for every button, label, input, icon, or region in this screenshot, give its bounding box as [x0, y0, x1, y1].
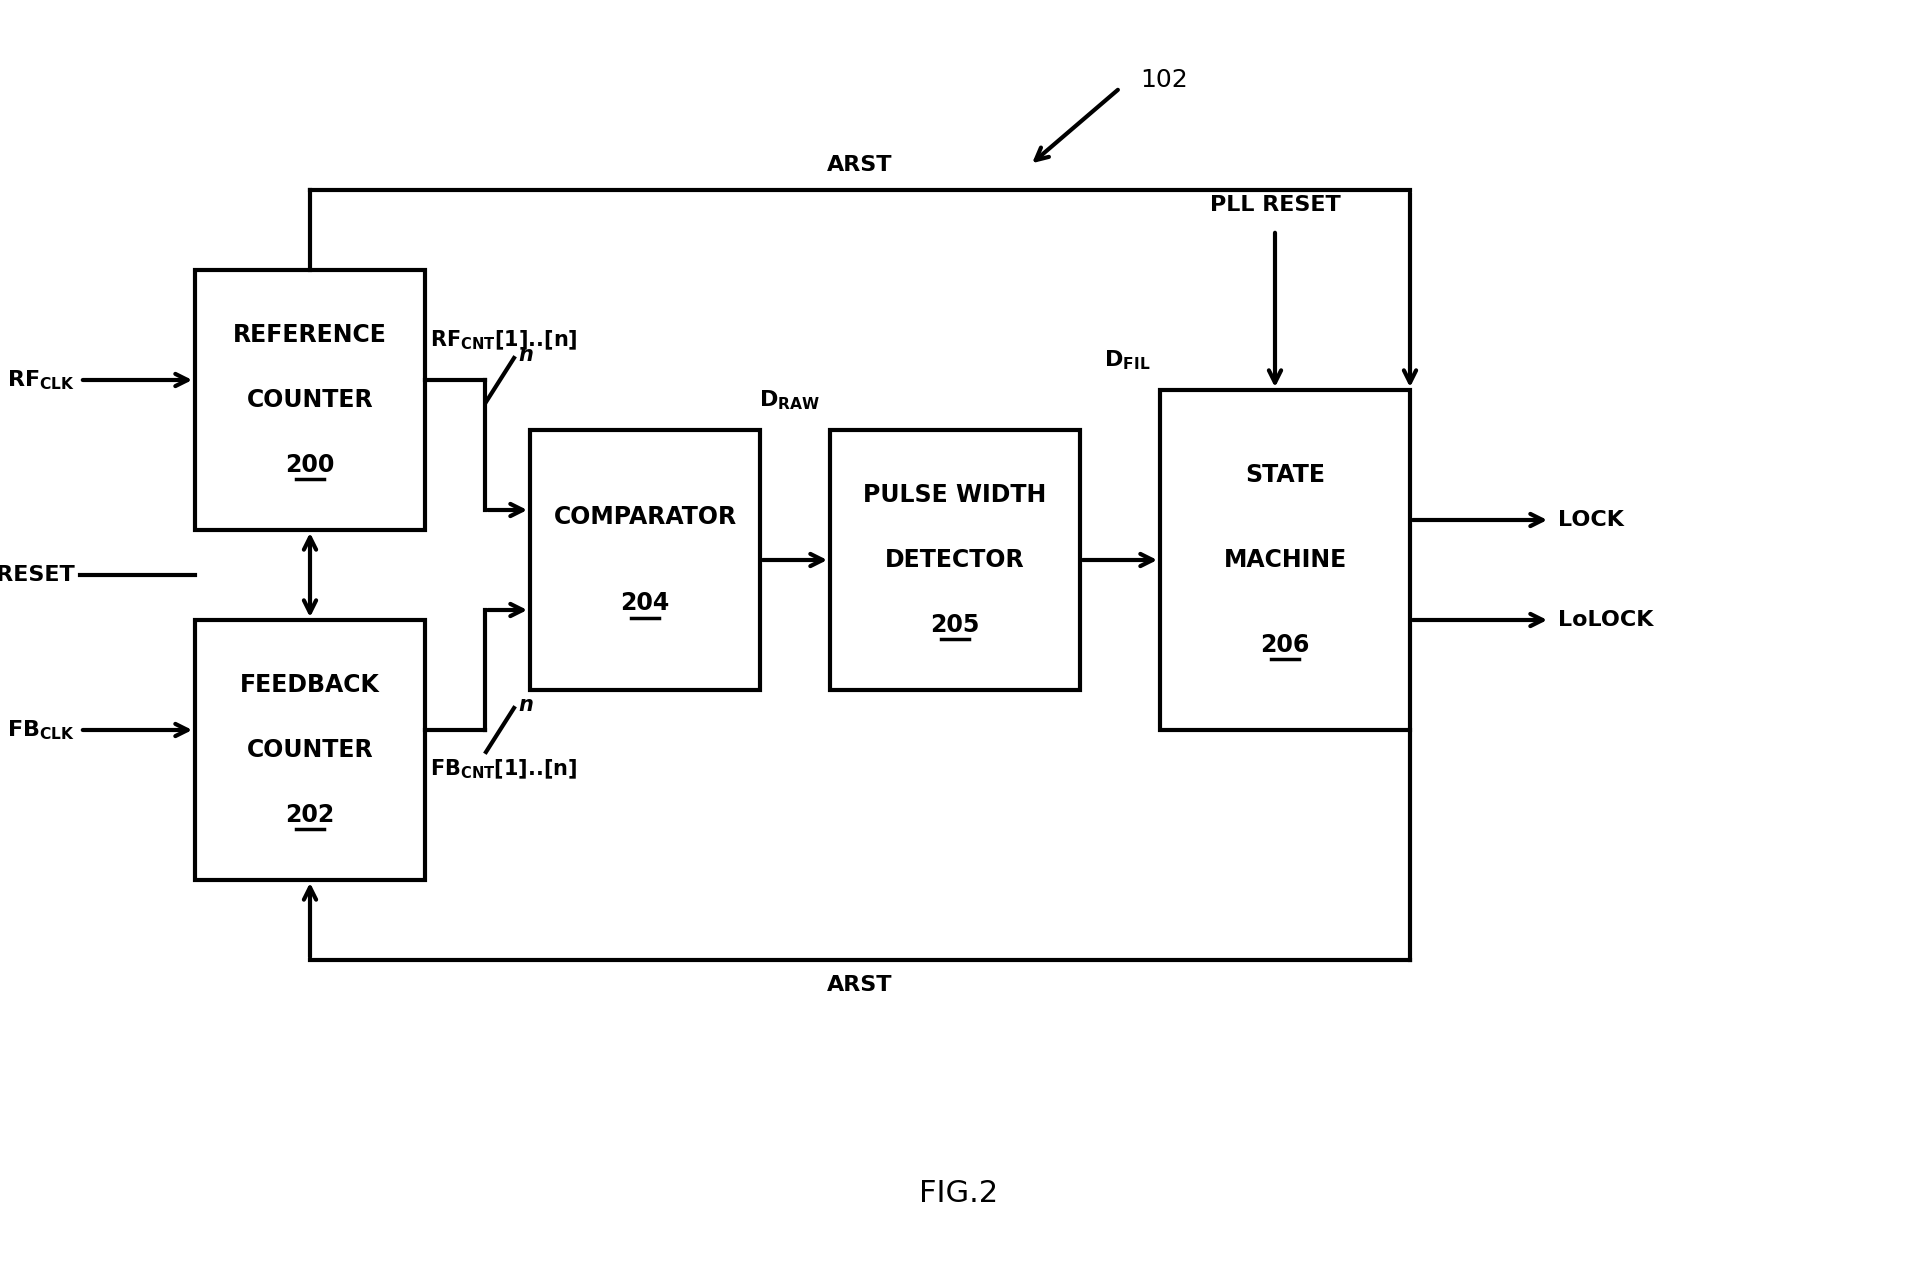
Text: COUNTER: COUNTER	[247, 738, 374, 762]
Text: 102: 102	[1139, 68, 1187, 92]
Bar	[196, 269, 426, 530]
Text: COMPARATOR: COMPARATOR	[554, 504, 737, 529]
Text: PLL RESET: PLL RESET	[0, 565, 75, 585]
Text: REFERENCE: REFERENCE	[234, 323, 387, 346]
Text: LoLOCK: LoLOCK	[1557, 609, 1653, 630]
Text: MACHINE: MACHINE	[1224, 548, 1346, 572]
Bar	[1160, 390, 1410, 730]
Text: 202: 202	[286, 803, 334, 828]
Text: COUNTER: COUNTER	[247, 387, 374, 412]
Text: STATE: STATE	[1245, 463, 1325, 488]
Bar	[529, 430, 760, 690]
Text: PLL RESET: PLL RESET	[1210, 195, 1341, 216]
Text: RF$_{\mathregular{CNT}}$[1]..[n]: RF$_{\mathregular{CNT}}$[1]..[n]	[430, 328, 577, 352]
Text: FB$_{\mathregular{CNT}}$[1]..[n]: FB$_{\mathregular{CNT}}$[1]..[n]	[430, 758, 577, 781]
Text: RF$_{\mathregular{CLK}}$: RF$_{\mathregular{CLK}}$	[6, 368, 75, 391]
Text: 205: 205	[930, 613, 980, 636]
Text: LOCK: LOCK	[1557, 511, 1625, 530]
Text: DETECTOR: DETECTOR	[886, 548, 1024, 572]
Text: ARST: ARST	[827, 155, 892, 174]
Text: FIG.2: FIG.2	[919, 1179, 999, 1207]
Bar	[830, 430, 1080, 690]
Text: D$_{\mathregular{RAW}}$: D$_{\mathregular{RAW}}$	[760, 389, 821, 412]
Text: ARST: ARST	[827, 975, 892, 996]
Text: 204: 204	[620, 591, 669, 616]
Text: n: n	[518, 345, 533, 364]
Text: 206: 206	[1260, 633, 1310, 657]
Text: n: n	[518, 695, 533, 715]
Bar	[196, 620, 426, 880]
Text: FEEDBACK: FEEDBACK	[240, 674, 380, 697]
Text: FB$_{\mathregular{CLK}}$: FB$_{\mathregular{CLK}}$	[8, 718, 75, 742]
Text: 200: 200	[286, 453, 334, 477]
Text: PULSE WIDTH: PULSE WIDTH	[863, 482, 1047, 507]
Text: D$_{\mathregular{FIL}}$: D$_{\mathregular{FIL}}$	[1103, 349, 1151, 372]
